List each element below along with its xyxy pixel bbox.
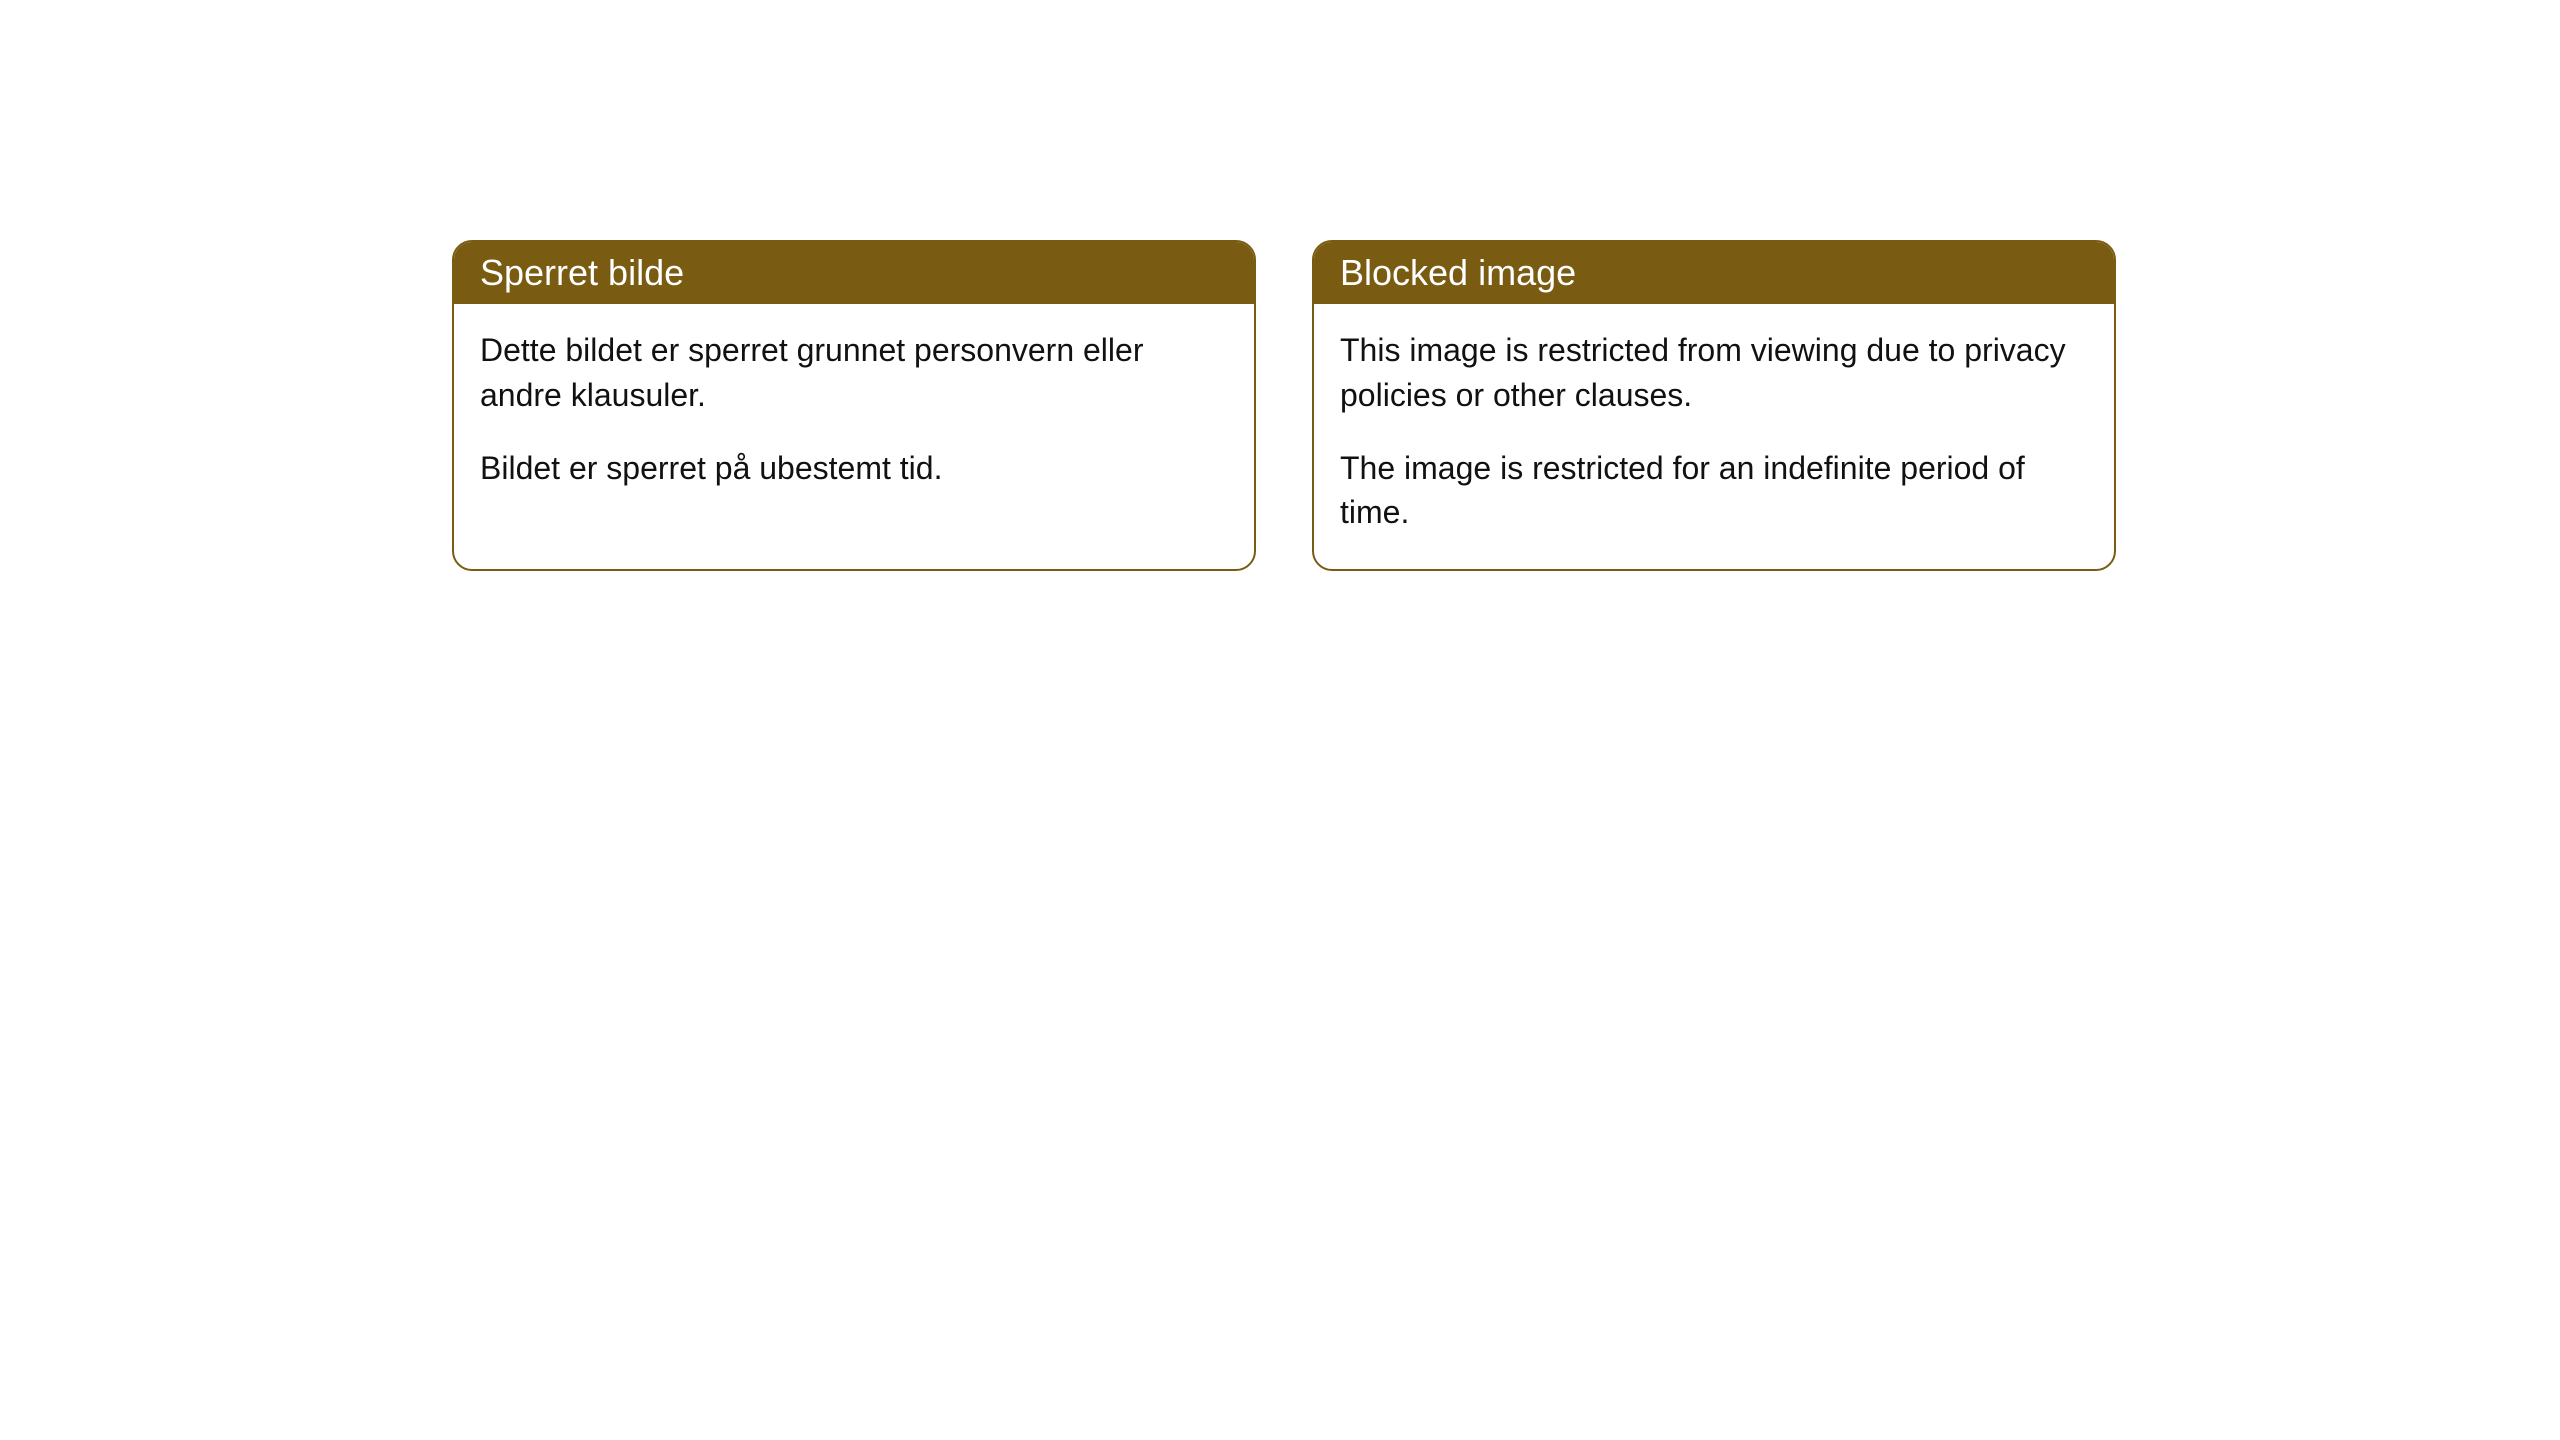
card-body-norwegian: Dette bildet er sperret grunnet personve… — [454, 304, 1254, 524]
card-english: Blocked image This image is restricted f… — [1312, 240, 2116, 571]
card-paragraph: This image is restricted from viewing du… — [1340, 328, 2088, 418]
card-norwegian: Sperret bilde Dette bildet er sperret gr… — [452, 240, 1256, 571]
card-header-norwegian: Sperret bilde — [454, 242, 1254, 304]
card-paragraph: Bildet er sperret på ubestemt tid. — [480, 446, 1228, 491]
card-paragraph: The image is restricted for an indefinit… — [1340, 446, 2088, 536]
card-header-english: Blocked image — [1314, 242, 2114, 304]
card-body-english: This image is restricted from viewing du… — [1314, 304, 2114, 569]
card-paragraph: Dette bildet er sperret grunnet personve… — [480, 328, 1228, 418]
cards-container: Sperret bilde Dette bildet er sperret gr… — [452, 240, 2116, 571]
